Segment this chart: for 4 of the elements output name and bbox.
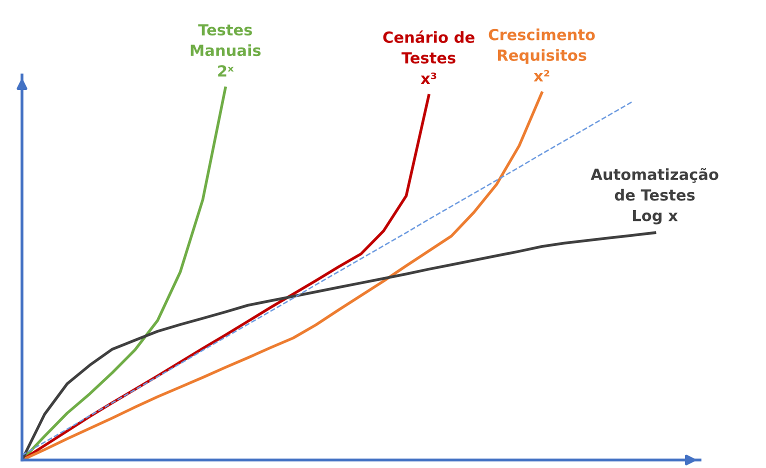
text: Cenário de Testes x³ xyxy=(383,30,474,84)
series-label: Automatização de Testes Log x xyxy=(590,168,718,224)
text: Crescimento Requisitos x² xyxy=(488,28,595,82)
text: Testes Manuais 2ˣ xyxy=(190,24,261,77)
